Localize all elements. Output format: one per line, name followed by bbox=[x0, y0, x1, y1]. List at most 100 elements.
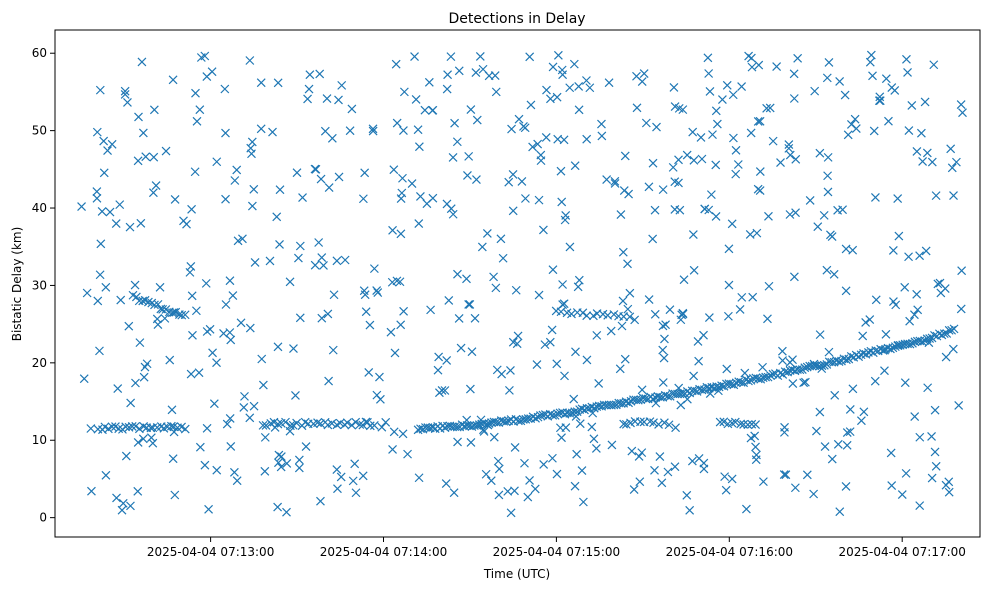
data-point bbox=[930, 405, 940, 415]
data-point bbox=[748, 292, 758, 302]
data-point bbox=[260, 466, 270, 476]
data-point bbox=[146, 433, 156, 443]
data-point bbox=[944, 477, 954, 487]
x-tick-label: 2025-04-04 07:17:00 bbox=[838, 545, 965, 559]
data-point bbox=[116, 295, 126, 305]
data-point bbox=[788, 379, 798, 388]
data-point bbox=[245, 56, 255, 65]
data-point bbox=[682, 490, 692, 500]
data-point bbox=[740, 368, 750, 378]
data-point bbox=[569, 59, 579, 69]
data-point bbox=[143, 297, 153, 307]
data-point bbox=[355, 420, 365, 429]
data-point bbox=[574, 105, 584, 115]
data-point bbox=[751, 455, 761, 465]
data-point bbox=[765, 103, 775, 113]
data-point bbox=[764, 281, 774, 291]
data-point bbox=[866, 50, 876, 60]
data-point bbox=[503, 486, 513, 496]
data-point bbox=[789, 272, 799, 282]
data-point bbox=[582, 76, 591, 85]
data-point bbox=[618, 247, 628, 257]
data-point bbox=[113, 384, 123, 393]
data-point bbox=[456, 343, 466, 353]
data-point bbox=[949, 324, 959, 334]
data-point bbox=[202, 423, 212, 433]
data-point bbox=[368, 126, 378, 136]
data-point bbox=[332, 256, 342, 266]
data-point bbox=[479, 426, 489, 436]
data-point bbox=[591, 443, 601, 453]
data-point bbox=[829, 269, 839, 279]
data-point bbox=[390, 348, 400, 358]
data-point bbox=[105, 207, 115, 217]
data-point bbox=[131, 292, 141, 302]
data-point bbox=[555, 408, 565, 418]
data-point bbox=[304, 84, 314, 94]
data-point bbox=[386, 327, 396, 337]
data-point bbox=[841, 286, 851, 296]
data-point bbox=[817, 364, 827, 374]
data-point bbox=[842, 428, 852, 438]
data-point bbox=[415, 191, 425, 201]
data-point bbox=[850, 114, 860, 124]
data-point bbox=[452, 137, 462, 147]
y-tick-label: 40 bbox=[32, 201, 47, 215]
data-point bbox=[489, 432, 499, 442]
data-point bbox=[721, 485, 731, 495]
data-point bbox=[655, 452, 665, 462]
data-point bbox=[616, 210, 626, 220]
data-point bbox=[903, 68, 912, 77]
data-point bbox=[815, 407, 825, 417]
data-point bbox=[79, 374, 89, 384]
data-point bbox=[623, 304, 633, 314]
data-point bbox=[930, 447, 940, 457]
data-point bbox=[114, 424, 124, 434]
data-point bbox=[604, 78, 614, 88]
data-point bbox=[511, 285, 521, 295]
data-point bbox=[221, 194, 230, 204]
data-point bbox=[170, 195, 180, 204]
data-point bbox=[810, 86, 820, 96]
data-point bbox=[399, 87, 409, 97]
data-point bbox=[546, 94, 555, 104]
data-point bbox=[229, 467, 239, 477]
data-point bbox=[489, 272, 499, 282]
data-point bbox=[958, 108, 967, 118]
data-point bbox=[508, 206, 518, 216]
data-point bbox=[728, 133, 738, 143]
data-point bbox=[905, 316, 915, 326]
data-point bbox=[124, 321, 134, 331]
data-point bbox=[141, 152, 151, 162]
data-point bbox=[904, 252, 913, 262]
data-point bbox=[442, 84, 452, 94]
data-point bbox=[661, 320, 671, 330]
data-point bbox=[848, 384, 858, 394]
data-point bbox=[658, 345, 668, 355]
data-point bbox=[375, 372, 384, 382]
data-point bbox=[449, 488, 459, 498]
data-point bbox=[720, 472, 730, 482]
data-point bbox=[948, 344, 958, 354]
data-point bbox=[112, 493, 121, 503]
data-point bbox=[571, 412, 581, 421]
data-point bbox=[226, 442, 236, 451]
data-point bbox=[486, 476, 496, 486]
data-point bbox=[704, 69, 714, 78]
data-point bbox=[752, 228, 762, 238]
data-point bbox=[92, 127, 102, 137]
data-point bbox=[209, 399, 219, 409]
data-point bbox=[931, 461, 941, 471]
data-point bbox=[746, 433, 756, 443]
data-point bbox=[95, 346, 104, 356]
data-point bbox=[391, 59, 401, 69]
data-point bbox=[747, 62, 757, 72]
data-point bbox=[578, 497, 588, 507]
data-point bbox=[823, 152, 833, 162]
data-point bbox=[931, 191, 941, 201]
data-point bbox=[781, 470, 791, 480]
data-point bbox=[682, 150, 692, 160]
data-point bbox=[481, 469, 491, 479]
data-point bbox=[414, 473, 424, 483]
data-point bbox=[168, 75, 178, 85]
